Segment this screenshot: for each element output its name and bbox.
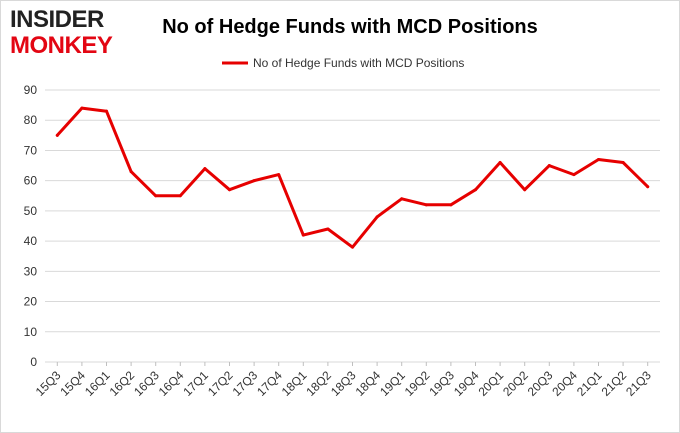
y-tick-label: 60 <box>24 174 38 188</box>
y-tick-label: 0 <box>30 355 37 369</box>
series-line <box>55 106 650 249</box>
data-point <box>129 170 133 174</box>
x-tick-label: 18Q1 <box>279 368 310 399</box>
data-point <box>154 194 158 198</box>
chart-title: No of Hedge Funds with MCD Positions <box>162 16 538 38</box>
grid-lines <box>45 89 660 363</box>
data-point <box>449 203 453 207</box>
x-tick-label: 17Q3 <box>230 368 261 399</box>
x-tick-label: 17Q4 <box>254 368 285 399</box>
data-point <box>597 158 600 162</box>
data-point <box>375 215 379 219</box>
data-point <box>178 194 182 198</box>
y-tick-label: 20 <box>24 295 38 309</box>
y-tick-label: 10 <box>24 325 38 339</box>
logo-line2: MONKEY <box>10 32 113 59</box>
x-tick-label: 18Q3 <box>328 368 359 399</box>
x-tick-label: 19Q3 <box>426 368 457 399</box>
x-tick-label: 18Q4 <box>353 368 384 399</box>
data-point <box>572 173 576 177</box>
x-tick-label: 19Q4 <box>451 368 482 399</box>
data-point <box>105 109 108 113</box>
data-point <box>203 167 207 171</box>
x-tick-label: 17Q2 <box>205 368 236 399</box>
x-tick-label: 21Q1 <box>574 368 605 399</box>
x-tick-label: 20Q4 <box>549 368 580 399</box>
x-tick-label: 16Q1 <box>82 368 113 399</box>
data-point <box>498 161 502 165</box>
data-point <box>547 164 551 168</box>
x-tick-label: 18Q2 <box>303 368 334 399</box>
y-tick-label: 70 <box>24 143 38 157</box>
data-point <box>326 227 330 231</box>
data-point <box>523 188 527 192</box>
data-point <box>646 185 650 189</box>
x-tick-label: 15Q4 <box>57 368 88 399</box>
data-point <box>252 179 256 183</box>
data-point <box>55 133 59 137</box>
data-point <box>228 188 231 192</box>
x-axis-ticks: 15Q315Q416Q116Q216Q316Q417Q117Q217Q317Q4… <box>33 362 654 399</box>
x-tick-label: 16Q4 <box>156 368 187 399</box>
data-point <box>351 245 354 249</box>
x-tick-label: 19Q1 <box>377 368 408 399</box>
y-tick-label: 90 <box>24 83 38 97</box>
x-tick-label: 19Q2 <box>402 368 433 399</box>
logo-line1: INSIDER <box>10 6 104 33</box>
insider-monkey-logo: INSIDER MONKEY <box>10 8 130 58</box>
data-point <box>474 188 477 192</box>
y-tick-label: 40 <box>24 234 38 248</box>
data-point <box>424 203 428 207</box>
data-point <box>301 233 305 237</box>
x-tick-label: 20Q3 <box>525 368 556 399</box>
y-tick-label: 50 <box>24 204 38 218</box>
data-point <box>80 106 84 110</box>
x-tick-label: 16Q3 <box>131 368 162 399</box>
legend: No of Hedge Funds with MCD Positions <box>222 56 464 70</box>
x-tick-label: 20Q2 <box>500 368 531 399</box>
data-point <box>277 173 281 177</box>
x-tick-label: 21Q3 <box>623 368 654 399</box>
x-tick-label: 16Q2 <box>107 368 138 399</box>
y-tick-label: 30 <box>24 264 38 278</box>
x-tick-label: 17Q1 <box>180 368 211 399</box>
data-point <box>621 161 625 165</box>
x-tick-label: 15Q3 <box>33 368 64 399</box>
data-point <box>400 197 404 201</box>
x-tick-label: 20Q1 <box>476 368 507 399</box>
series-group <box>55 106 650 249</box>
legend-label: No of Hedge Funds with MCD Positions <box>253 56 464 70</box>
y-tick-label: 80 <box>24 113 38 127</box>
x-tick-label: 21Q2 <box>599 368 630 399</box>
y-axis-ticks: 0 10 20 30 40 50 60 70 80 90 <box>24 83 38 369</box>
